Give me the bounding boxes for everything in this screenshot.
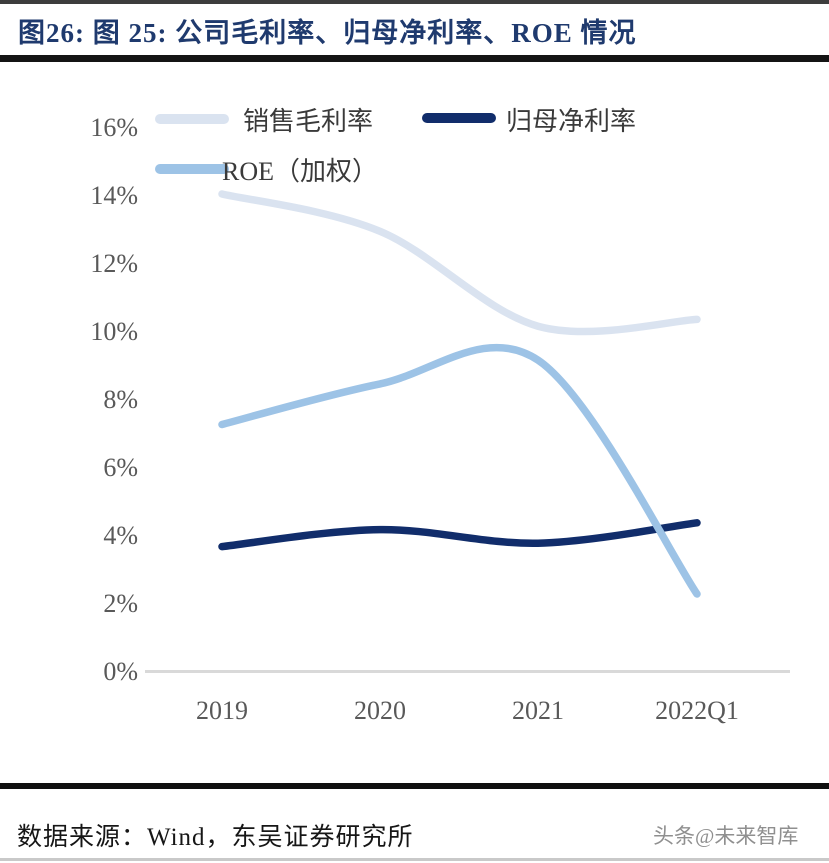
y-tick-label: 4% xyxy=(103,521,138,550)
figure-title: 图26: 图 25: 公司毛利率、归母净利率、ROE 情况 xyxy=(18,18,637,48)
x-tick-label: 2021 xyxy=(512,696,564,725)
series-line-ROE（加权） xyxy=(218,343,701,598)
legend-label-net-margin: 归母净利率 xyxy=(506,107,637,136)
data-source-text: 数据来源：Wind，东吴证券研究所 xyxy=(17,824,414,851)
series-line-归母净利率 xyxy=(218,519,701,551)
legend-swatch-net-margin xyxy=(422,113,496,123)
y-tick-label: 10% xyxy=(90,317,138,346)
footer-divider-line xyxy=(0,783,829,789)
x-tick-label: 2022Q1 xyxy=(655,696,739,725)
legend-swatch-gross-margin xyxy=(155,114,229,124)
title-divider-line xyxy=(0,55,829,62)
x-tick-label: 2019 xyxy=(196,696,248,725)
y-tick-label: 16% xyxy=(90,113,138,142)
legend-label-roe: ROE（加权） xyxy=(222,157,379,186)
y-tick-label: 2% xyxy=(103,589,138,618)
y-tick-label: 0% xyxy=(103,657,138,686)
y-tick-label: 8% xyxy=(103,385,138,414)
watermark-text: 头条@未来智库 xyxy=(653,824,799,848)
top-border-line xyxy=(0,0,829,4)
y-tick-label: 14% xyxy=(90,181,138,210)
series-line-销售毛利率 xyxy=(218,190,701,336)
x-axis-line xyxy=(145,670,790,673)
bottom-border-line xyxy=(0,858,829,861)
x-tick-label: 2020 xyxy=(354,696,406,725)
y-tick-label: 6% xyxy=(103,453,138,482)
legend-swatch-roe xyxy=(155,164,229,174)
legend-label-gross-margin: 销售毛利率 xyxy=(243,107,374,136)
y-tick-label: 12% xyxy=(90,249,138,278)
